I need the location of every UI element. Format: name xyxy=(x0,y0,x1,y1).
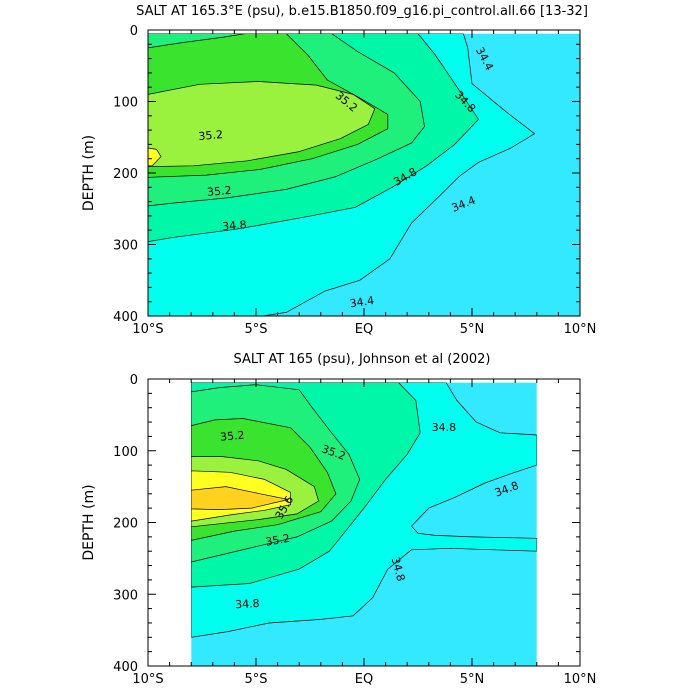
panel-model: SALT AT 165.3°E (psu), b.e15.B1850.f09_g… xyxy=(81,4,596,337)
contour-region-35-8 xyxy=(191,486,289,510)
contour-label: 34.8 xyxy=(235,597,260,611)
contour-label: 34.8 xyxy=(389,556,408,583)
y-tick-label: 200 xyxy=(113,167,138,182)
x-tick-label: 10°S xyxy=(132,322,163,337)
panel-observations-title: SALT AT 165 (psu), Johnson et al (2002) xyxy=(233,352,490,367)
y-tick-label: 200 xyxy=(113,517,138,532)
y-tick-label: 400 xyxy=(113,660,138,675)
panel-model-fills xyxy=(148,33,580,316)
contour-label: 35.2 xyxy=(264,532,290,549)
contour-region-35-4 xyxy=(148,81,376,167)
x-tick-label: 5°S xyxy=(244,672,267,687)
panel-observations-y-axis-label: DEPTH (m) xyxy=(81,484,97,560)
x-tick-label: 10°N xyxy=(564,322,597,337)
contour-label: 35.2 xyxy=(220,429,246,444)
panel-observations-axes: 10°S 5°S EQ 5°N 10°N 0 100 200 300 400 xyxy=(113,373,596,687)
y-tick-label: 0 xyxy=(130,373,138,388)
x-tick-label: EQ xyxy=(355,672,373,687)
contour-label: 35.2 xyxy=(207,184,233,199)
contour-label: 34.8 xyxy=(222,218,248,233)
y-tick-label: 100 xyxy=(113,445,138,460)
contour-region-35-6 xyxy=(148,147,162,167)
x-tick-label: EQ xyxy=(355,322,373,337)
y-tick-label: 0 xyxy=(130,24,138,39)
contour-label: 35.2 xyxy=(198,128,224,143)
contour-label: 34.4 xyxy=(349,294,375,310)
panel-observations: SALT AT 165 (psu), Johnson et al (2002) … xyxy=(81,352,596,687)
panel-observations-fills xyxy=(191,382,537,666)
panel-model-y-axis-label: DEPTH (m) xyxy=(81,135,97,211)
y-tick-label: 300 xyxy=(113,588,138,603)
contour-label: 34.8 xyxy=(432,421,457,434)
x-tick-label: 5°S xyxy=(244,322,267,337)
x-tick-label: 5°N xyxy=(460,322,485,337)
panel-model-title: SALT AT 165.3°E (psu), b.e15.B1850.f09_g… xyxy=(136,4,588,19)
y-tick-label: 400 xyxy=(113,310,138,325)
x-tick-label: 10°N xyxy=(564,672,597,687)
x-tick-label: 5°N xyxy=(460,672,485,687)
panel-model-axes: 10°S 5°S EQ 5°N 10°N 0 100 200 300 400 xyxy=(113,24,596,337)
y-tick-label: 300 xyxy=(113,239,138,254)
y-tick-label: 100 xyxy=(113,96,138,111)
x-tick-label: 10°S xyxy=(132,672,163,687)
